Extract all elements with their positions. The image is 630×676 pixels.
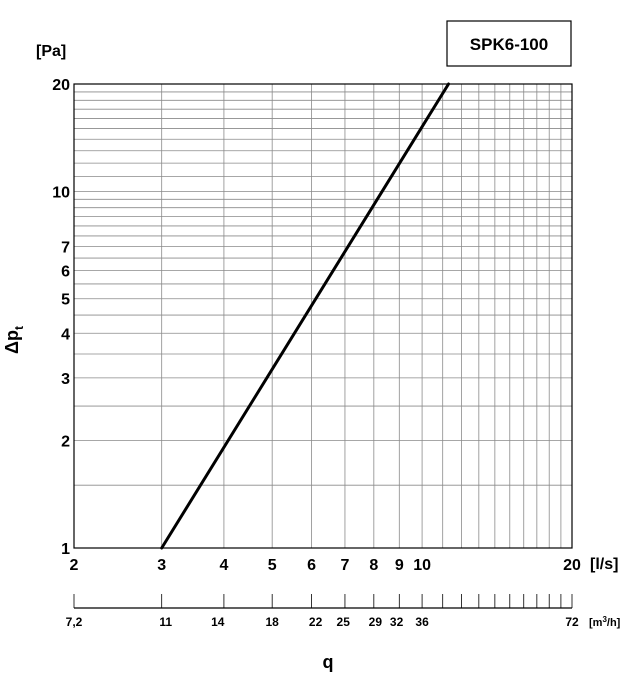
x-tick-labels: 2 3 4 5 6 7 8 9 10 20 (70, 557, 581, 574)
x2-tick-label: 32 (390, 615, 404, 629)
x2-unit-end: /h] (607, 617, 621, 629)
chart-title: SPK6-100 (470, 35, 548, 54)
chart-title-box: SPK6-100 (446, 20, 572, 67)
x2-tick-label: 36 (415, 615, 429, 629)
y-tick-label: 7 (61, 240, 70, 257)
x2-tick-label: 14 (211, 615, 225, 629)
x-tick-label: 8 (369, 557, 378, 574)
x2-axis-unit: [m3/h] (589, 615, 621, 629)
x-axis-label: q (323, 652, 334, 672)
y-tick-label: 6 (61, 263, 70, 280)
x2-tick-label: 22 (309, 615, 323, 629)
x2-tick-label: 72 (565, 615, 579, 629)
y-tick-label: 2 (61, 434, 70, 451)
y-tick-label: 10 (52, 184, 70, 201)
x-tick-label: 2 (70, 557, 79, 574)
x2-tick-label: 18 (265, 615, 279, 629)
y-label-sub: t (12, 326, 26, 330)
y-tick-label: 1 (61, 541, 70, 558)
x2-unit-main: [m (589, 617, 603, 629)
x2-tick-label: 11 (159, 615, 172, 629)
x2-tick-label: 7,2 (66, 615, 83, 629)
series-line-0 (160, 82, 451, 550)
chart-series (160, 82, 451, 550)
x-tick-label: 6 (307, 557, 316, 574)
x2-tick-label: 25 (337, 615, 351, 629)
x2-unit-sup: 3 (602, 615, 607, 624)
plot-frame (73, 83, 573, 549)
y-label-main: Δp (2, 330, 22, 354)
y-tick-label: 20 (52, 77, 70, 94)
x-tick-label: 10 (413, 557, 431, 574)
x-tick-label: 7 (340, 557, 349, 574)
y-tick-label: 5 (61, 292, 70, 309)
x2-tick-label: 29 (369, 615, 383, 629)
y-axis-unit: [Pa] (36, 43, 66, 60)
y-tick-label: 3 (61, 371, 70, 388)
x-tick-label: 3 (157, 557, 166, 574)
y-tick-labels: 1 2 3 4 5 6 7 10 20 (52, 77, 70, 558)
x-tick-label: 5 (268, 557, 277, 574)
x-tick-label: 9 (395, 557, 404, 574)
y-tick-label: 4 (61, 326, 70, 343)
y-axis-label: Δpt (2, 326, 26, 354)
x-tick-label: 4 (219, 557, 228, 574)
secondary-x-axis: 7,2 11 14 18 22 25 29 32 36 72 (66, 594, 579, 629)
x-axis-unit: [l/s] (590, 556, 618, 573)
x-tick-label: 20 (563, 557, 581, 574)
chart-grid (73, 83, 573, 549)
